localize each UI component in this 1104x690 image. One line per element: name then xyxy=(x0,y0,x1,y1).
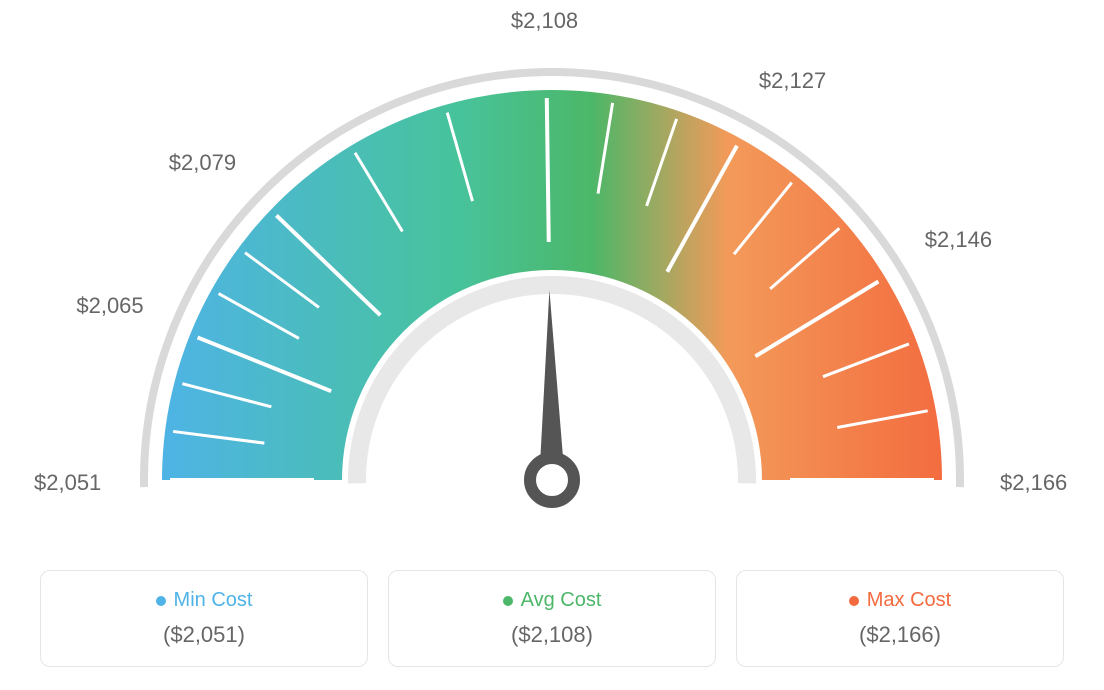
legend-min: Min Cost ($2,051) xyxy=(40,570,368,667)
legend-row: Min Cost ($2,051) Avg Cost ($2,108) Max … xyxy=(40,570,1064,667)
gauge-tick-label: $2,051 xyxy=(34,470,101,496)
legend-avg-title: Avg Cost xyxy=(399,589,705,612)
gauge-chart: $2,051 $2,065 $2,079 $2,108 $2,127 $2,146 $2,1… xyxy=(0,0,1104,530)
gauge-tick-label: $2,166 xyxy=(1000,470,1067,496)
legend-avg-value: ($2,108) xyxy=(399,622,705,648)
legend-avg: Avg Cost ($2,108) xyxy=(388,570,716,667)
legend-max-title: Max Cost xyxy=(747,589,1053,612)
gauge-tick-label: $2,146 xyxy=(925,227,992,253)
gauge-svg xyxy=(0,0,1104,530)
legend-max: Max Cost ($2,166) xyxy=(736,570,1064,667)
gauge-tick-label: $2,108 xyxy=(511,8,578,34)
legend-min-value: ($2,051) xyxy=(51,622,357,648)
legend-min-title: Min Cost xyxy=(51,589,357,612)
legend-max-value: ($2,166) xyxy=(747,622,1053,648)
gauge-tick-label: $2,127 xyxy=(759,68,826,94)
gauge-tick-label: $2,065 xyxy=(76,293,143,319)
gauge-tick-label: $2,079 xyxy=(169,150,236,176)
